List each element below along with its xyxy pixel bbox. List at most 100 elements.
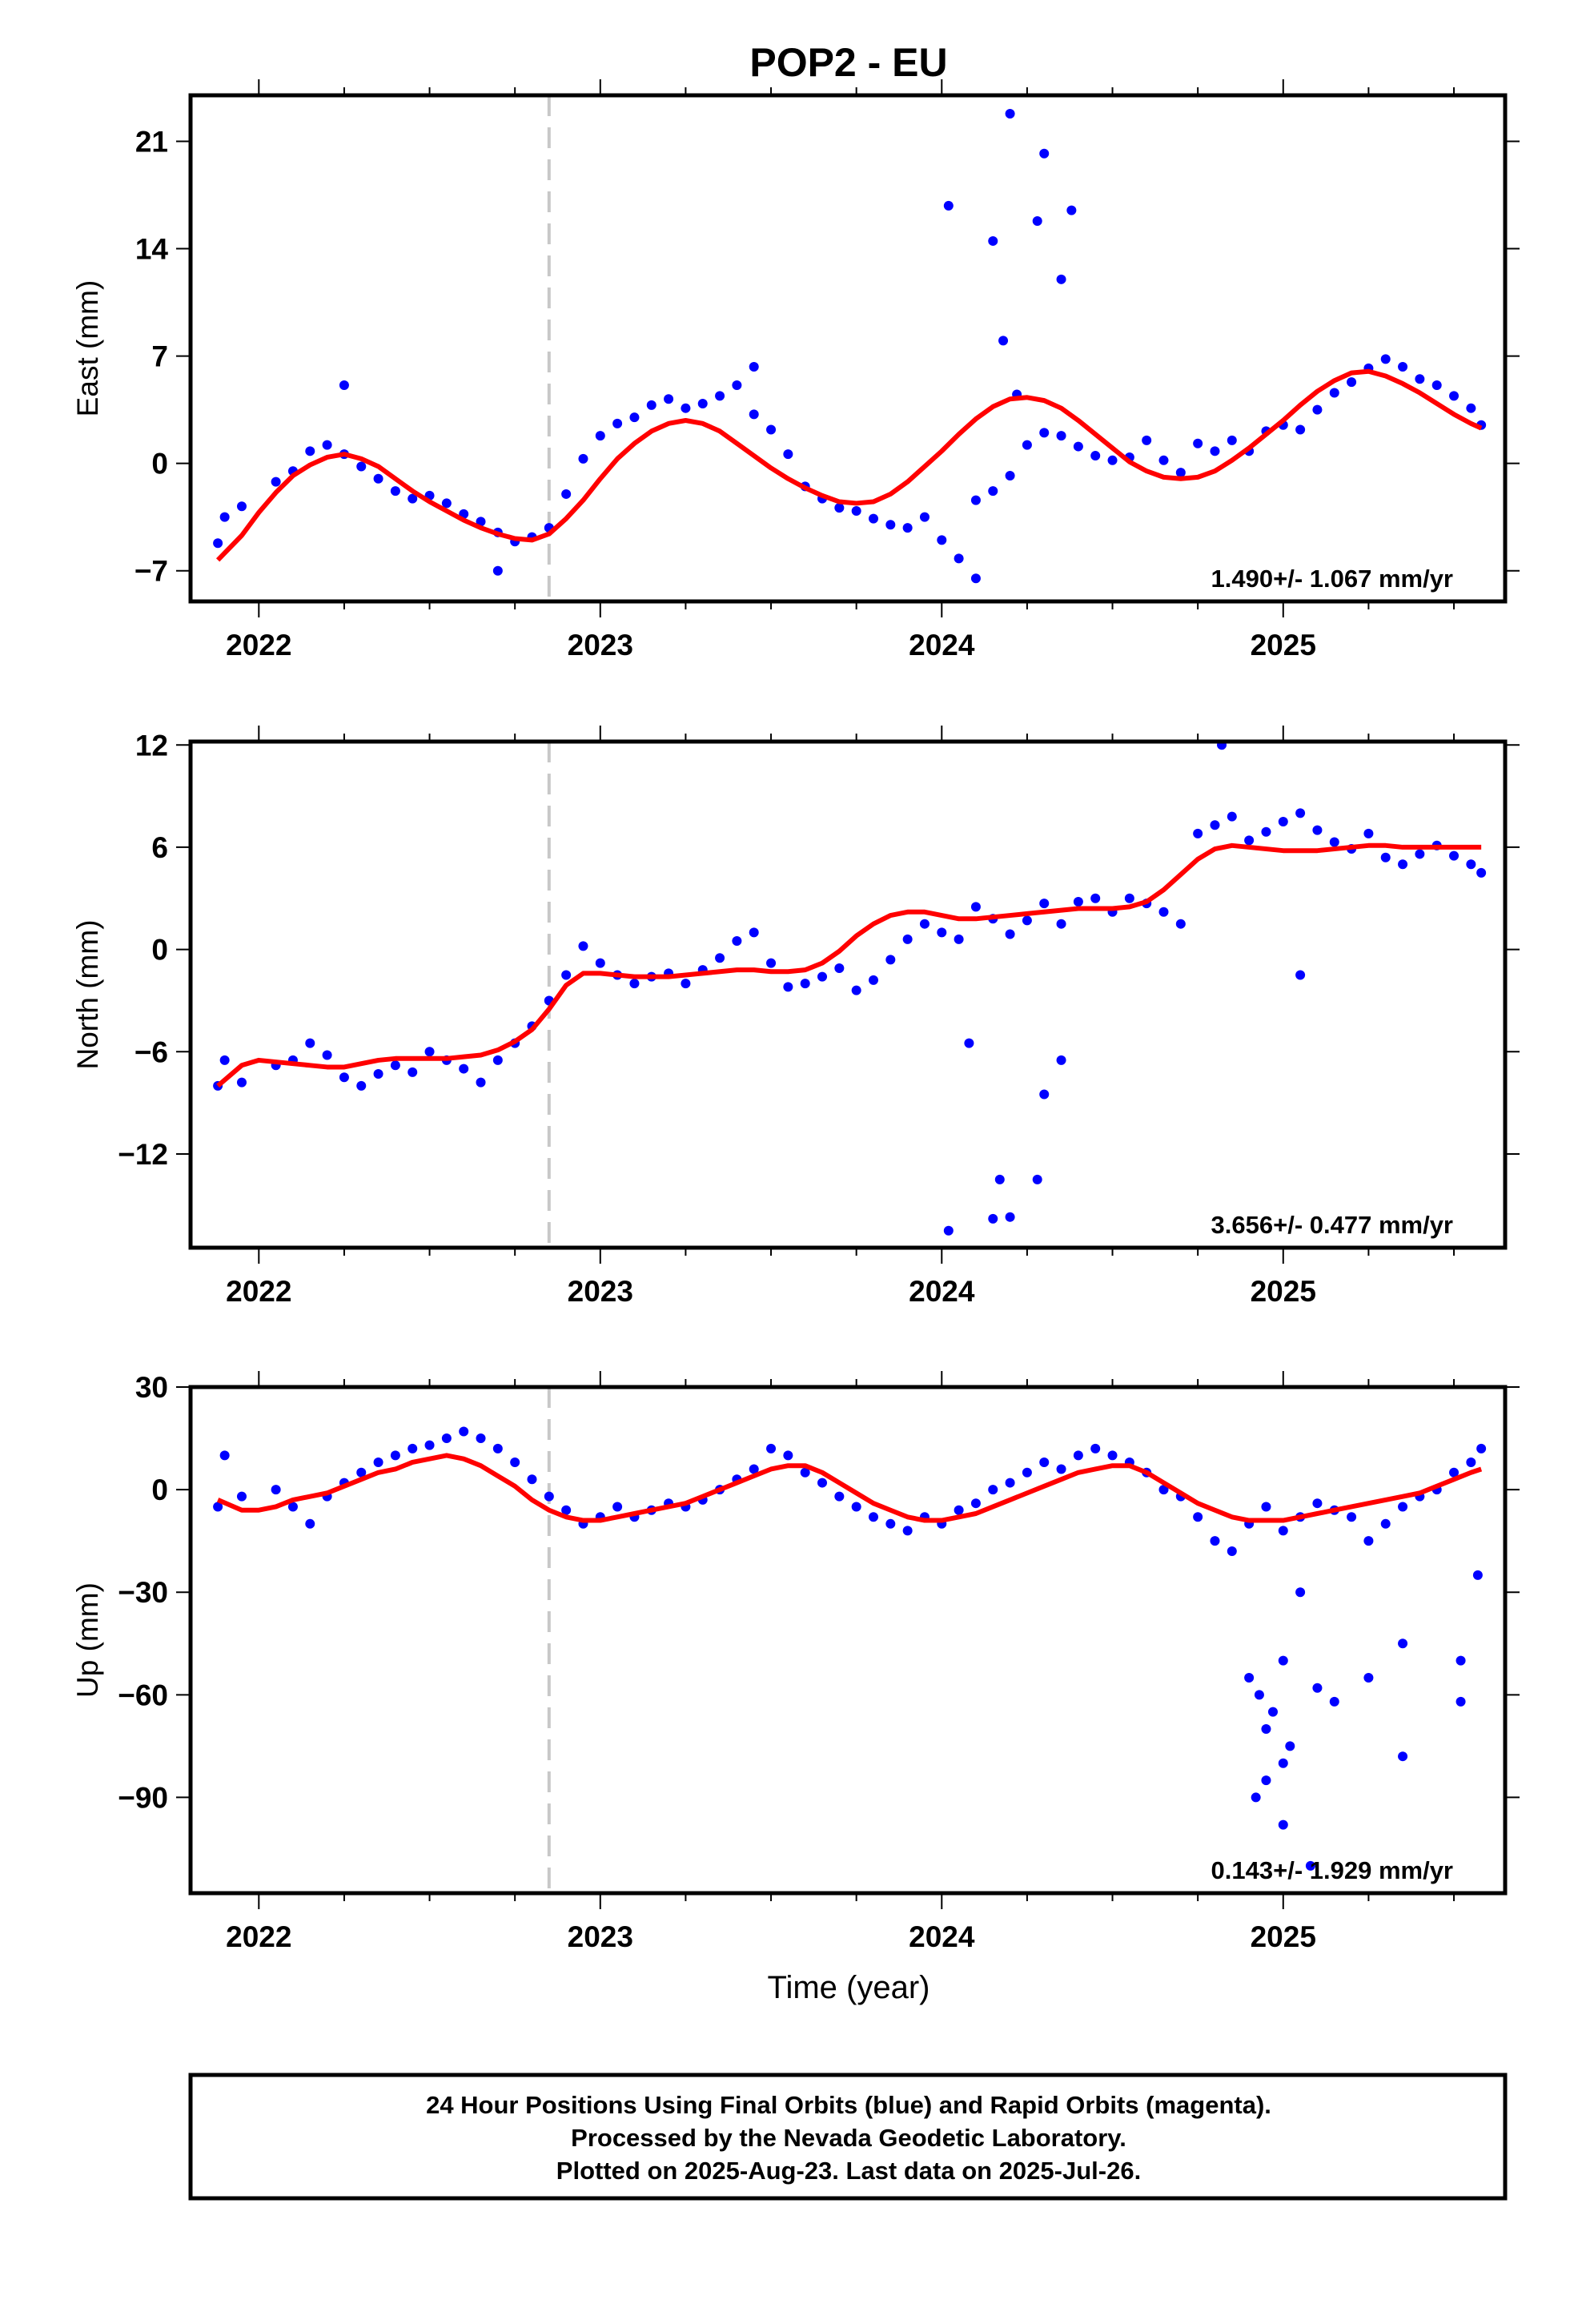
data-point: [749, 927, 759, 938]
figure-title: POP2 - EU: [749, 40, 947, 85]
data-point: [1039, 1089, 1050, 1100]
data-point: [1175, 468, 1186, 478]
data-point: [322, 1050, 332, 1060]
data-point: [1124, 893, 1134, 903]
plot-area: [213, 95, 1487, 601]
data-point: [1398, 1751, 1408, 1762]
data-point: [1056, 431, 1066, 441]
data-point: [578, 941, 588, 951]
data-point: [851, 985, 861, 995]
data-point: [885, 520, 896, 530]
footer-box: [188, 2073, 1508, 2201]
data-point: [1107, 1450, 1118, 1461]
rate-label: 0.143+/- 1.929 mm/yr: [1211, 1856, 1453, 1884]
data-point: [732, 380, 742, 390]
data-point: [476, 1433, 486, 1444]
data-point: [1363, 828, 1374, 838]
rate-label: 3.656+/- 0.477 mm/yr: [1211, 1211, 1453, 1239]
data-point: [715, 953, 725, 963]
data-point: [612, 418, 623, 428]
data-point: [1278, 1526, 1288, 1536]
data-point: [1476, 867, 1487, 878]
data-point: [902, 1526, 913, 1536]
data-point: [1380, 354, 1391, 364]
data-point: [1329, 837, 1339, 847]
data-point: [1193, 438, 1203, 448]
data-point: [1066, 205, 1077, 215]
data-point: [954, 553, 964, 564]
data-point: [561, 489, 572, 499]
data-point: [236, 1491, 247, 1502]
data-point: [1363, 1536, 1374, 1546]
data-point: [1398, 1502, 1408, 1512]
data-point: [1466, 1457, 1476, 1467]
data-point: [1261, 1724, 1271, 1735]
data-point: [1261, 826, 1271, 837]
y-axis-label: North (mm): [71, 919, 104, 1069]
y-tick-label: 14: [135, 233, 169, 266]
data-point: [1380, 1518, 1391, 1529]
data-point: [305, 1038, 315, 1048]
data-point: [1295, 1587, 1306, 1598]
data-point: [1022, 1467, 1032, 1478]
data-point: [1032, 216, 1042, 227]
data-point: [988, 486, 998, 497]
data-point: [783, 449, 793, 460]
data-point: [1073, 1450, 1083, 1461]
data-point: [868, 513, 878, 524]
data-point: [766, 424, 777, 435]
x-tick-label: 2022: [226, 1275, 291, 1308]
data-point: [1022, 915, 1032, 926]
data-point: [954, 934, 964, 944]
data-point: [902, 523, 913, 533]
data-point: [339, 1072, 349, 1083]
data-point: [937, 927, 947, 938]
data-point: [1227, 1546, 1237, 1556]
footer-line-1: 24 Hour Positions Using Final Orbits (bl…: [426, 2091, 1271, 2119]
data-point: [219, 1055, 230, 1065]
data-point: [356, 461, 367, 472]
x-tick-label: 2024: [909, 629, 975, 661]
data-point: [1005, 929, 1015, 939]
data-point: [783, 1450, 793, 1461]
data-point: [1466, 859, 1476, 870]
data-point: [1476, 1443, 1487, 1454]
data-point: [1398, 361, 1408, 372]
data-point: [629, 979, 640, 989]
data-point: [1347, 377, 1357, 388]
data-point: [1261, 1775, 1271, 1786]
data-point: [408, 1067, 418, 1077]
data-point: [1415, 849, 1425, 859]
data-point: [305, 446, 315, 456]
data-point: [356, 1467, 367, 1478]
data-point: [868, 1512, 878, 1522]
data-point: [219, 512, 230, 522]
x-tick-label: 2022: [226, 629, 291, 661]
data-point: [1363, 1672, 1374, 1683]
data-point: [1210, 446, 1220, 456]
data-point: [766, 1443, 777, 1454]
data-point: [1295, 808, 1306, 818]
data-point: [943, 200, 954, 211]
data-point: [919, 919, 930, 929]
data-point: [408, 1443, 418, 1454]
data-point: [1329, 388, 1339, 398]
model-fit-line: [216, 1453, 1483, 1523]
data-point: [1254, 1690, 1264, 1700]
y-tick-label: −6: [135, 1035, 168, 1068]
series-east: [213, 108, 1487, 584]
data-point: [1142, 435, 1152, 445]
data-point: [1175, 919, 1186, 929]
data-point: [510, 1457, 520, 1467]
data-point: [988, 1485, 998, 1495]
data-point: [1005, 470, 1015, 480]
data-point: [1449, 391, 1460, 401]
x-tick-label: 2023: [568, 1920, 633, 1953]
footer-line-2: Processed by the Nevada Geodetic Laborat…: [571, 2124, 1126, 2152]
data-point: [970, 902, 981, 912]
y-tick-label: −90: [118, 1781, 168, 1814]
data-point: [459, 1063, 469, 1074]
data-point: [1398, 1638, 1408, 1649]
data-point: [1347, 1512, 1357, 1522]
data-point: [834, 963, 845, 974]
